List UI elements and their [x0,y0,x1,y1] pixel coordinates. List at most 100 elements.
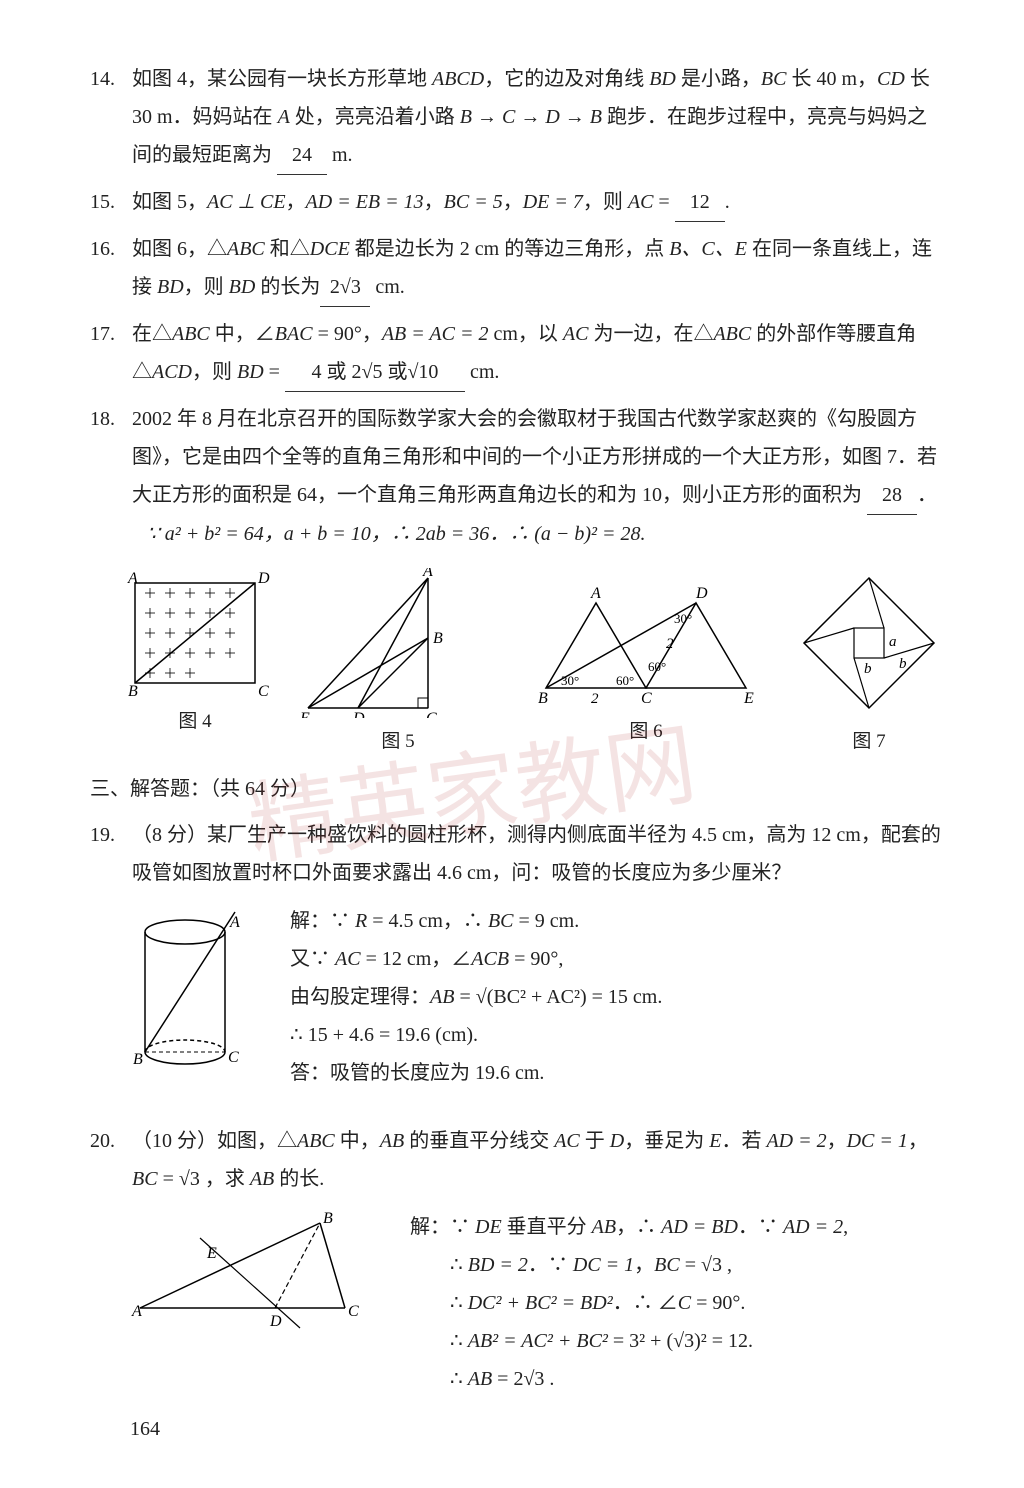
problem-body: 如图 6，△ABC 和△DCE 都是边长为 2 cm 的等边三角形，点 B、C、… [132,230,944,307]
s: 解：∵ [410,1216,475,1238]
answer-blank: 12 [675,183,725,222]
answer-blank: 28 [867,476,917,515]
var: BC [132,1168,158,1190]
label-B: B [133,1051,143,1068]
problem-body: 如图 5，AC ⊥ CE，AD = EB = 13，BC = 5，DE = 7，… [132,183,944,222]
s: ．∵ [528,1254,573,1276]
text: . [725,191,730,213]
text: 为一边，在△ [588,323,713,345]
v: DC² + BC² = BD² [468,1292,613,1314]
var: D [610,1130,624,1152]
s: 又∵ [290,948,335,970]
text: 的长. [274,1168,324,1190]
var: ABCD [432,68,484,90]
text: ．若 [721,1130,766,1152]
var: B → C → D → B [460,106,602,128]
s: ，∴ [616,1216,661,1238]
figure-5-svg: A B C D E [298,568,498,718]
var: ACD [152,361,192,383]
text: 处，亮亮沿着小路 [290,106,460,128]
s: , [843,1216,848,1238]
caption: 图 7 [794,724,944,760]
figure-20: A B C D E [130,1208,380,1398]
figure-4: A D B C 图 4 [120,568,270,760]
s: = √3 , [680,1254,732,1276]
side-2a: 2 [591,691,599,707]
side-2b: 2 [666,636,674,652]
var: ABC [297,1130,335,1152]
angle-30: 30° [561,673,579,688]
label-D: D [257,570,270,587]
problem-number: 19. [90,816,132,892]
label-E: E [743,690,754,707]
reason: ∵ a² + b² = 64，a + b = 10，∴ 2ab = 36．∴ (… [147,523,646,545]
label-C: C [258,683,269,698]
text: cm，以 [488,323,562,345]
label-A: A [422,568,433,580]
problem-body: 在△ABC 中，∠BAC = 90°，AB = AC = 2 cm，以 AC 为… [132,315,944,392]
v: ACB [471,948,509,970]
figure-6: A B C D E 30° 60° 30° 60° 2 2 图 6 [526,568,766,760]
problem-18: 18. 2002 年 8 月在北京召开的国际数学家大会的会徽取材于我国古代数学家… [90,400,944,553]
text: = [264,361,285,383]
text: （10 分）如图，△ [132,1130,297,1152]
v: BC [654,1254,680,1276]
text: ，则 [583,191,628,213]
s: ．∴ ∠ [613,1292,678,1314]
var: B、C、E [669,238,747,260]
answer-blank: 24 [277,136,327,175]
var: CD [877,68,905,90]
text: ， [827,1130,847,1152]
text: 中， [335,1130,380,1152]
answer-blank: 2√3 [320,268,370,307]
text: 在△ [132,323,172,345]
label-D: D [695,585,708,602]
problem-20: 20. （10 分）如图，△ABC 中，AB 的垂直平分线交 AC 于 D，垂足… [90,1122,944,1198]
problem-body: （10 分）如图，△ABC 中，AB 的垂直平分线交 AC 于 D，垂足为 E．… [132,1122,944,1198]
text: 长 40 m， [786,68,877,90]
v: DE [475,1216,502,1238]
var: AB = AC = 2 [382,323,489,345]
unit: cm. [370,276,404,298]
s: = 2√3 . [492,1368,554,1390]
label-B: B [538,690,548,707]
label-b2: b [864,661,872,677]
var: ABC [713,323,751,345]
text: ，则 [192,361,237,383]
text: 和△ [265,238,310,260]
solution-19: A B C 解：∵ R = 4.5 cm，∴ BC = 9 cm. 又∵ AC … [130,902,944,1092]
text: ， [503,191,523,213]
problem-14: 14. 如图 4，某公园有一块长方形草地 ABCD，它的边及对角线 BD 是小路… [90,60,944,175]
v: BC [488,910,514,932]
var: AD = EB = 13 [306,191,424,213]
v: AD = BD [661,1216,738,1238]
var: BD [649,68,676,90]
text: ， [424,191,444,213]
s: = 12 cm，∠ [361,948,472,970]
text: = √3 ，求 [158,1168,250,1190]
problem-number: 14. [90,60,132,175]
answer-blank: 4 或 2√5 或√10 [285,353,465,392]
s: 解：∵ [290,910,355,932]
figure-5: A B C D E 图 5 [298,568,498,760]
figure-7: a b b 图 7 [794,568,944,760]
text: 中，∠ [210,323,275,345]
label-B: B [323,1210,333,1227]
text: = [653,191,674,213]
angle-30b: 30° [674,611,692,626]
angle-60: 60° [616,673,634,688]
s: ∴ [450,1368,468,1390]
s: = 90°. [691,1292,745,1314]
label-A: A [127,570,138,587]
text: ， [908,1130,928,1152]
var: DCE [310,238,350,260]
text: （8 分）某厂生产一种盛饮料的圆柱形杯，测得内侧底面半径为 4.5 cm，高为 … [132,824,941,884]
var: ABC [227,238,265,260]
var: ABC [172,323,210,345]
s: 由勾股定理得： [290,986,430,1008]
label-E: E [299,710,310,718]
problem-body: 如图 4，某公园有一块长方形草地 ABCD，它的边及对角线 BD 是小路，BC … [132,60,944,175]
v: AB [592,1216,616,1238]
v: R [355,910,367,932]
var: AD = 2 [766,1130,826,1152]
